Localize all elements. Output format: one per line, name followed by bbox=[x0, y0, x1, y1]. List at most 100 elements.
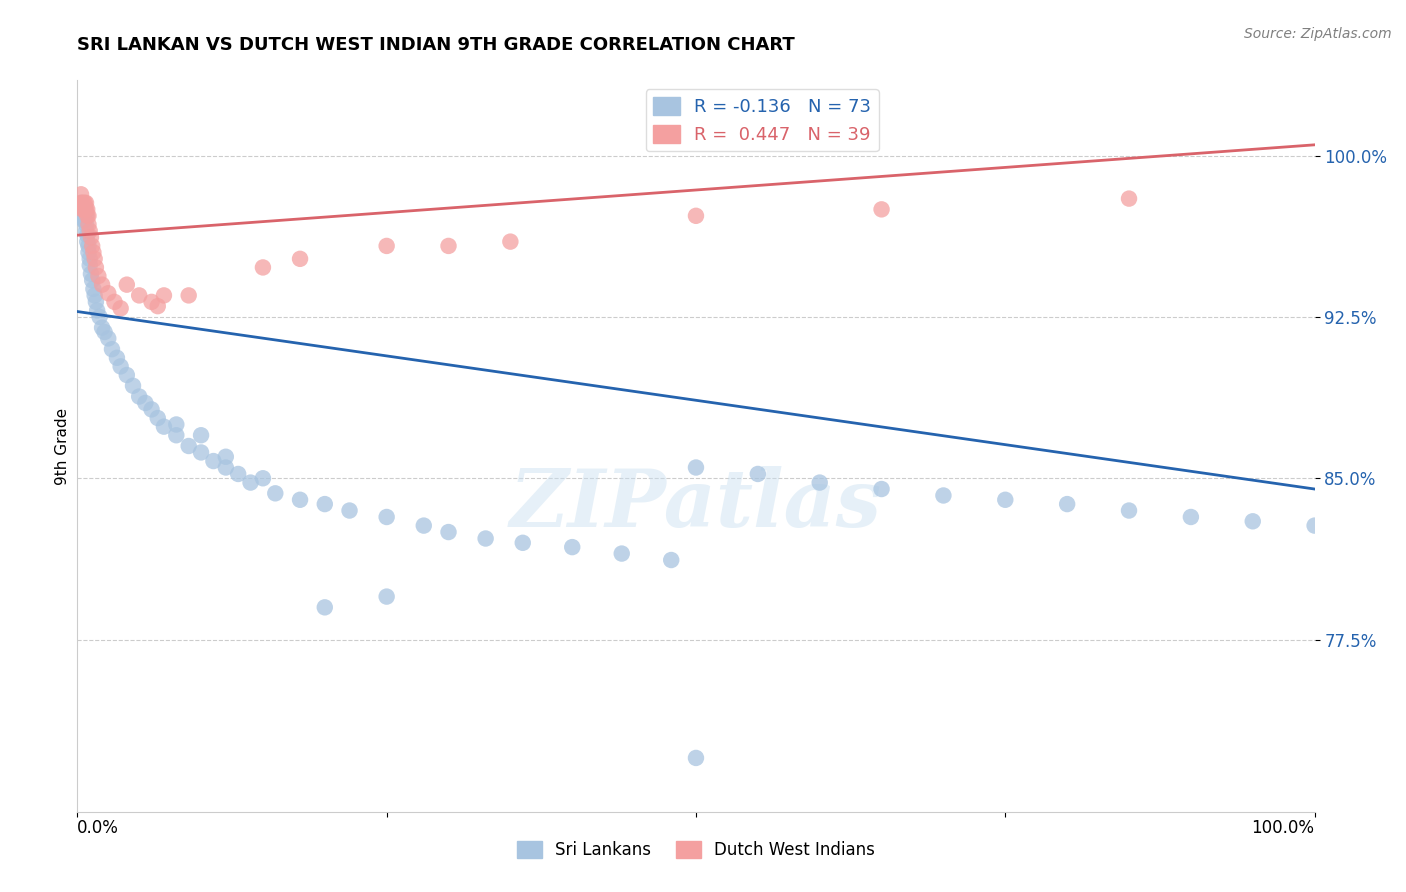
Point bbox=[1118, 503, 1140, 517]
Point bbox=[79, 258, 101, 272]
Point bbox=[72, 213, 94, 227]
Point bbox=[685, 460, 707, 475]
Point bbox=[110, 301, 132, 316]
Point bbox=[84, 294, 107, 309]
Point bbox=[561, 540, 583, 554]
Point bbox=[747, 467, 769, 481]
Point bbox=[103, 294, 125, 309]
Point bbox=[82, 282, 104, 296]
Point bbox=[83, 288, 105, 302]
Point bbox=[932, 488, 955, 502]
Point bbox=[97, 286, 120, 301]
Y-axis label: 9th Grade: 9th Grade bbox=[55, 408, 70, 484]
Point bbox=[76, 235, 98, 249]
Point bbox=[73, 202, 96, 217]
Point bbox=[314, 497, 336, 511]
Text: SRI LANKAN VS DUTCH WEST INDIAN 9TH GRADE CORRELATION CHART: SRI LANKAN VS DUTCH WEST INDIAN 9TH GRAD… bbox=[77, 36, 794, 54]
Point bbox=[70, 195, 93, 210]
Point bbox=[75, 224, 97, 238]
Point bbox=[339, 503, 361, 517]
Point bbox=[73, 202, 96, 217]
Point bbox=[77, 245, 100, 260]
Point bbox=[122, 378, 145, 392]
Point bbox=[72, 202, 94, 217]
Point bbox=[72, 202, 94, 217]
Point bbox=[1118, 192, 1140, 206]
Point bbox=[80, 267, 103, 281]
Point bbox=[75, 195, 97, 210]
Point bbox=[72, 204, 94, 219]
Point bbox=[146, 299, 169, 313]
Point bbox=[128, 288, 150, 302]
Point bbox=[226, 467, 249, 481]
Point bbox=[105, 351, 128, 365]
Point bbox=[808, 475, 831, 490]
Point bbox=[375, 239, 398, 253]
Point bbox=[91, 320, 114, 334]
Point bbox=[101, 342, 124, 356]
Point bbox=[80, 230, 103, 244]
Point bbox=[685, 209, 707, 223]
Point bbox=[93, 325, 115, 339]
Point bbox=[252, 260, 274, 275]
Point bbox=[1180, 510, 1202, 524]
Text: ZIPatlas: ZIPatlas bbox=[510, 466, 882, 543]
Text: 100.0%: 100.0% bbox=[1251, 819, 1315, 837]
Point bbox=[77, 239, 100, 253]
Point bbox=[72, 202, 94, 217]
Point bbox=[190, 445, 212, 459]
Point bbox=[165, 417, 187, 432]
Point bbox=[87, 268, 110, 283]
Point bbox=[76, 228, 98, 243]
Point bbox=[1303, 518, 1326, 533]
Point bbox=[239, 475, 262, 490]
Point bbox=[72, 195, 94, 210]
Point bbox=[190, 428, 212, 442]
Text: 0.0%: 0.0% bbox=[77, 819, 120, 837]
Point bbox=[115, 368, 138, 382]
Point bbox=[146, 411, 169, 425]
Point bbox=[72, 195, 94, 210]
Point bbox=[110, 359, 132, 374]
Point bbox=[870, 202, 893, 217]
Point bbox=[499, 235, 522, 249]
Point bbox=[215, 450, 238, 464]
Point bbox=[82, 273, 104, 287]
Point bbox=[215, 460, 238, 475]
Point bbox=[70, 187, 93, 202]
Point bbox=[610, 547, 633, 561]
Point bbox=[375, 510, 398, 524]
Point bbox=[83, 252, 105, 266]
Point bbox=[77, 209, 100, 223]
Point bbox=[79, 224, 101, 238]
Point bbox=[437, 239, 460, 253]
Point bbox=[75, 202, 97, 217]
Point bbox=[73, 195, 96, 210]
Point bbox=[75, 218, 97, 232]
Point bbox=[177, 439, 200, 453]
Point bbox=[89, 310, 111, 324]
Point bbox=[288, 252, 311, 266]
Point bbox=[76, 209, 98, 223]
Point bbox=[264, 486, 287, 500]
Point bbox=[84, 260, 107, 275]
Point bbox=[177, 288, 200, 302]
Point bbox=[870, 482, 893, 496]
Point bbox=[437, 524, 460, 539]
Legend: Sri Lankans, Dutch West Indians: Sri Lankans, Dutch West Indians bbox=[510, 834, 882, 865]
Point bbox=[86, 303, 108, 318]
Text: Source: ZipAtlas.com: Source: ZipAtlas.com bbox=[1244, 27, 1392, 41]
Point bbox=[165, 428, 187, 442]
Point bbox=[202, 454, 225, 468]
Point bbox=[76, 202, 98, 217]
Point bbox=[73, 213, 96, 227]
Point bbox=[128, 390, 150, 404]
Point bbox=[75, 209, 97, 223]
Point bbox=[512, 536, 534, 550]
Point bbox=[314, 600, 336, 615]
Point bbox=[77, 218, 100, 232]
Point bbox=[134, 396, 156, 410]
Point bbox=[72, 209, 94, 223]
Point bbox=[685, 751, 707, 765]
Point bbox=[1241, 514, 1264, 528]
